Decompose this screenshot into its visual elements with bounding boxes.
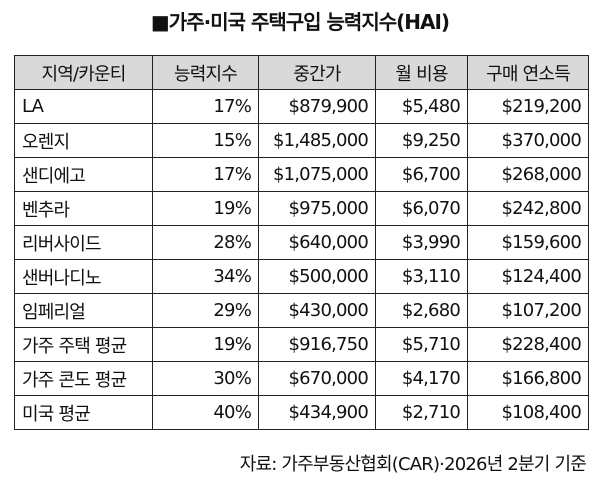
value-cell: 30% [152, 361, 259, 396]
region-cell: 가주 주택 평균 [14, 327, 153, 362]
value-cell: $159,600 [467, 225, 589, 260]
value-cell: $9,250 [375, 123, 468, 158]
value-cell: $268,000 [467, 157, 589, 192]
value-cell: $5,710 [375, 327, 468, 362]
table-body: LA 17% $879,900 $5,480 $219,200 오렌지 15% $1,485,… [14, 89, 589, 430]
value-cell: 28% [152, 225, 259, 260]
value-cell: 19% [152, 191, 259, 226]
header-cell: 지역/카운티 [14, 55, 153, 90]
value-cell: $3,110 [375, 259, 468, 294]
title: ■가주·미국 주택구입 능력지수(HAI) [150, 10, 450, 34]
value-cell: $370,000 [467, 123, 589, 158]
value-cell: $3,990 [375, 225, 468, 260]
value-cell: $4,170 [375, 361, 468, 396]
value-cell: $2,710 [375, 395, 468, 430]
region-cell: 샌버나디노 [14, 259, 153, 294]
table-row: 가주 콘도 평균 30% $670,000 $4,170 $166,800 [14, 361, 589, 396]
value-cell: $670,000 [258, 361, 376, 396]
value-cell: 17% [152, 157, 259, 192]
header-cell: 월 비용 [375, 55, 468, 90]
value-cell: $500,000 [258, 259, 376, 294]
region-cell: 샌디에고 [14, 157, 153, 192]
region-cell: LA [14, 89, 153, 124]
value-cell: $5,480 [375, 89, 468, 124]
value-cell: $124,400 [467, 259, 589, 294]
region-cell: 리버사이드 [14, 225, 153, 260]
region-cell: 오렌지 [14, 123, 153, 158]
value-cell: $228,400 [467, 327, 589, 362]
value-cell: $1,075,000 [258, 157, 376, 192]
value-cell: $975,000 [258, 191, 376, 226]
value-cell: $2,680 [375, 293, 468, 328]
header-row: 지역/카운티 능력지수 중간가 월 비용 구매 연소득 [14, 55, 589, 90]
table-row: 가주 주택 평균 19% $916,750 $5,710 $228,400 [14, 327, 589, 362]
value-cell: 19% [152, 327, 259, 362]
value-cell: $916,750 [258, 327, 376, 362]
header-cell: 능력지수 [152, 55, 259, 90]
value-cell: $108,400 [467, 395, 589, 430]
value-cell: 15% [152, 123, 259, 158]
value-cell: $1,485,000 [258, 123, 376, 158]
region-cell: 벤추라 [14, 191, 153, 226]
hai-table: 지역/카운티 능력지수 중간가 월 비용 구매 연소득 LA 17% $879,900 $5,… [14, 55, 589, 430]
value-cell: $640,000 [258, 225, 376, 260]
region-cell: 가주 콘도 평균 [14, 361, 153, 396]
value-cell: $166,800 [467, 361, 589, 396]
table-row: 미국 평균 40% $434,900 $2,710 $108,400 [14, 395, 589, 430]
table-row: 샌버나디노 34% $500,000 $3,110 $124,400 [14, 259, 589, 294]
value-cell: 34% [152, 259, 259, 294]
value-cell: 29% [152, 293, 259, 328]
region-cell: 미국 평균 [14, 395, 153, 430]
value-cell: $6,700 [375, 157, 468, 192]
table-row: 오렌지 15% $1,485,000 $9,250 $370,000 [14, 123, 589, 158]
table-row: LA 17% $879,900 $5,480 $219,200 [14, 89, 589, 124]
value-cell: $107,200 [467, 293, 589, 328]
value-cell: 40% [152, 395, 259, 430]
header-cell: 구매 연소득 [467, 55, 589, 90]
table-row: 리버사이드 28% $640,000 $3,990 $159,600 [14, 225, 589, 260]
value-cell: 17% [152, 89, 259, 124]
header-cell: 중간가 [258, 55, 376, 90]
value-cell: $242,800 [467, 191, 589, 226]
value-cell: $219,200 [467, 89, 589, 124]
table-row: 샌디에고 17% $1,075,000 $6,700 $268,000 [14, 157, 589, 192]
value-cell: $430,000 [258, 293, 376, 328]
table-row: 벤추라 19% $975,000 $6,070 $242,800 [14, 191, 589, 226]
value-cell: $434,900 [258, 395, 376, 430]
source-note: 자료: 가주부동산협회(CAR)·2026년 2분기 기준 [239, 454, 587, 475]
table-row: 임페리얼 29% $430,000 $2,680 $107,200 [14, 293, 589, 328]
value-cell: $6,070 [375, 191, 468, 226]
value-cell: $879,900 [258, 89, 376, 124]
region-cell: 임페리얼 [14, 293, 153, 328]
